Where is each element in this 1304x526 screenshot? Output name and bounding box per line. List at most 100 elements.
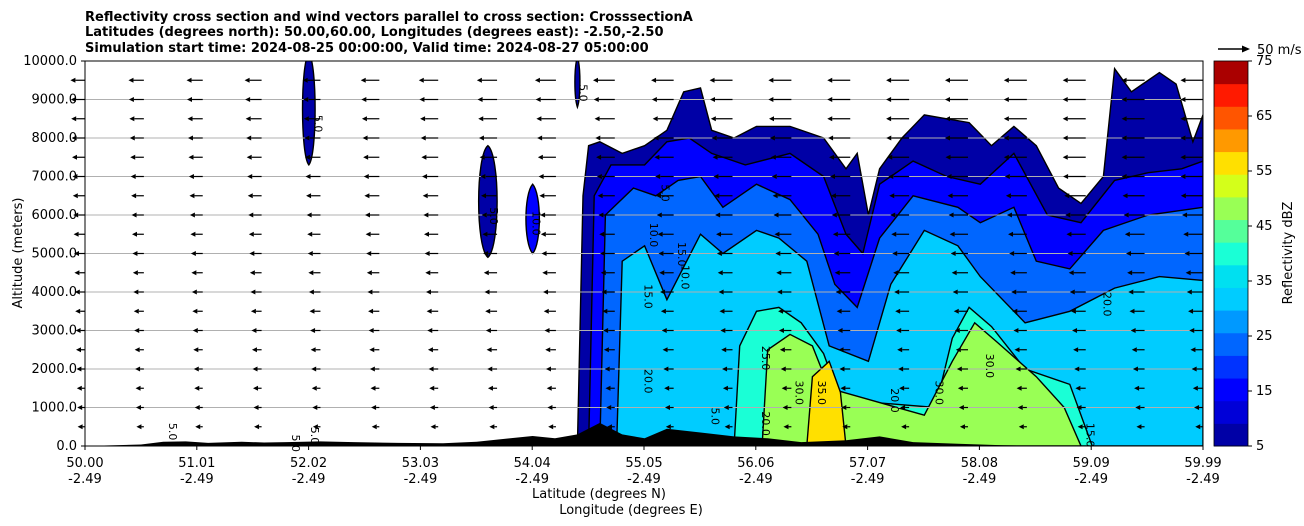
wind-vector-head: [1122, 193, 1128, 199]
wind-vector-head: [71, 116, 77, 122]
wind-vector-head: [945, 154, 951, 160]
wind-vector-head: [366, 270, 372, 276]
wind-vector-head: [361, 97, 367, 102]
wind-vector-head: [366, 251, 372, 256]
wind-vector-head: [75, 308, 81, 314]
wind-vector-head: [714, 193, 720, 199]
wind-vector-head: [662, 347, 668, 353]
wind-vector-head: [187, 116, 193, 122]
x-tick-label-lat: 54.04: [514, 456, 551, 471]
chart-title: Reflectivity cross section and wind vect…: [85, 10, 693, 56]
colorbar-swatch: [1214, 242, 1248, 266]
wind-vector-head: [1076, 405, 1082, 410]
wind-vector-head: [244, 77, 250, 83]
wind-vector-head: [189, 212, 195, 218]
wind-vector-head: [1131, 347, 1137, 353]
contour-label: 10.0: [678, 265, 691, 290]
wind-vector-head: [310, 328, 316, 333]
y-axis-label: Altitude (meters): [11, 198, 26, 309]
wind-vector-head: [478, 135, 484, 141]
wind-vector-head: [663, 366, 669, 372]
colorbar-swatch: [1214, 128, 1248, 153]
wind-vector-head: [887, 154, 893, 160]
wind-vector-head: [429, 405, 435, 410]
y-tick-label: 2000.0: [32, 362, 78, 377]
wind-vector-head: [73, 231, 79, 237]
wind-vector-head: [418, 77, 424, 83]
contour-label: 30.0: [793, 381, 806, 406]
wind-vector-head: [659, 270, 665, 276]
wind-vector-head: [710, 116, 716, 122]
wind-vector-head: [251, 347, 257, 353]
contour-label: 35.0: [815, 381, 828, 406]
wind-vector-head: [484, 289, 490, 295]
wind-vector-head: [780, 366, 786, 372]
wind-vector-head: [709, 97, 715, 102]
wind-vector-head: [951, 270, 957, 276]
wind-vector-head: [721, 347, 727, 353]
wind-vector-head: [74, 270, 80, 276]
wind-vector-head: [132, 231, 138, 237]
contour-labels: 5.05.05.0 10.05.010.015.010.015.020.05.02…: [166, 84, 1113, 452]
wind-vector-head: [1136, 424, 1142, 430]
wind-vector-head: [718, 289, 724, 295]
wind-vector-head: [195, 424, 201, 430]
x-tick-label-lat: 59.99: [1184, 456, 1221, 471]
wind-vector-head: [655, 193, 661, 199]
x-tick-label-lat: 53.03: [402, 456, 439, 471]
wind-vector-head: [129, 116, 135, 122]
wind-vector-head: [1063, 174, 1069, 179]
wind-vector-head: [135, 405, 141, 410]
wind-vector-head: [1128, 289, 1134, 295]
wind-vector-head: [247, 193, 253, 199]
wind-vector-head: [1062, 154, 1068, 160]
wind-vector-head: [186, 77, 192, 83]
wind-vector-head: [1195, 424, 1201, 430]
wind-vector-head: [310, 347, 316, 353]
wind-vector-head: [131, 193, 137, 199]
x-tick-label-lon: -2.49: [292, 472, 326, 487]
wind-vector-head: [1015, 366, 1021, 372]
wind-vector-head: [838, 347, 844, 353]
contour-label: 25.0: [759, 346, 772, 371]
wind-vector-head: [1003, 135, 1009, 141]
wind-vector-head: [1067, 251, 1073, 256]
wind-vector-head: [1194, 405, 1200, 410]
wind-vector-head: [1190, 347, 1196, 353]
contour-label: 10.0: [647, 223, 660, 248]
wind-vector-head: [1180, 154, 1186, 160]
wind-vector-head: [892, 251, 898, 256]
wind-vector-head: [1180, 97, 1186, 102]
wind-vector-head: [369, 347, 375, 353]
wind-vector-head: [430, 424, 436, 430]
wind-vector-head: [128, 97, 134, 102]
wind-vector-head: [827, 116, 833, 122]
wind-vector-head: [1121, 154, 1127, 160]
wind-vector-head: [1189, 328, 1195, 333]
wind-vector-head: [1077, 424, 1083, 430]
y-tick-label: 3000.0: [32, 324, 78, 339]
wind-vector-head: [306, 193, 312, 199]
wind-vector-head: [829, 154, 835, 160]
wind-vector-head: [1073, 347, 1079, 353]
wind-vector-head: [600, 251, 606, 256]
wind-vector-head: [477, 97, 483, 102]
region-35dbz: [806, 360, 847, 446]
wind-vector-head: [713, 174, 719, 179]
wind-vector-head: [421, 154, 427, 160]
wind-vector-head: [135, 385, 141, 391]
wind-vector-head: [253, 385, 259, 391]
wind-vector-head: [541, 251, 547, 256]
wind-vector-head: [481, 193, 487, 199]
wind-vector-head: [1121, 97, 1127, 102]
wind-vector-head: [543, 289, 549, 295]
contour-label: 30.0: [933, 381, 946, 406]
wind-vector-head: [369, 366, 375, 372]
wind-vector-head: [833, 251, 839, 256]
wind-vector-head: [1192, 385, 1198, 391]
wind-vector-head: [308, 289, 314, 295]
wind-vector-head: [891, 231, 897, 237]
wind-vector-head: [830, 193, 836, 199]
wind-vector-head: [129, 135, 135, 141]
colorbar: 5 15 25 35 45 55 65 75: [1213, 54, 1273, 454]
